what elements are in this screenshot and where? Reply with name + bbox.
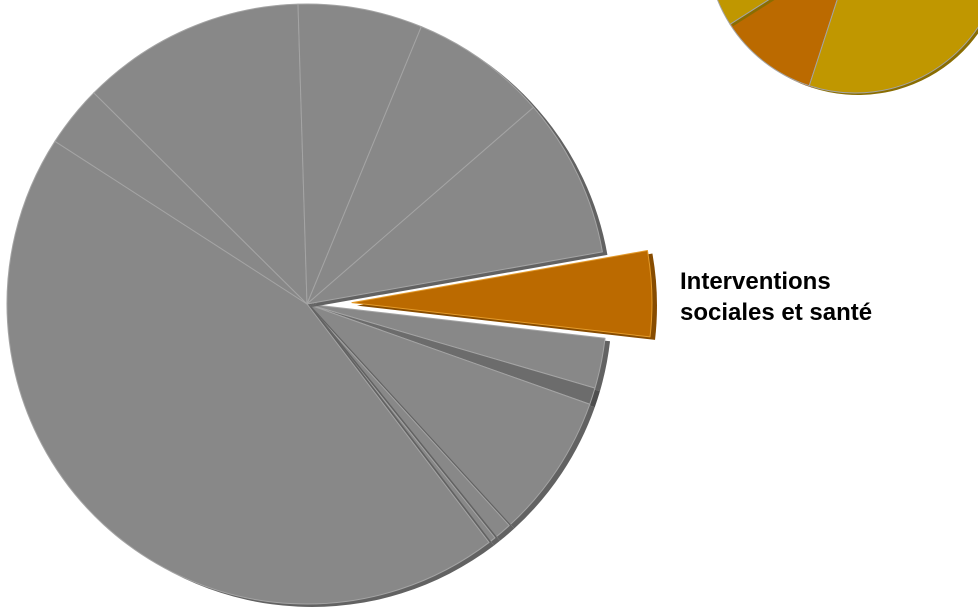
callout-line-1: Interventions <box>680 268 831 295</box>
highlighted-slice-label: Interventions sociales et santé <box>680 266 872 328</box>
pie-slice-highlighted <box>351 250 653 338</box>
pie-slice <box>306 303 591 527</box>
pie-slice <box>93 3 308 305</box>
pie-slice <box>717 0 978 94</box>
pie-slice <box>729 0 838 87</box>
secondary-pie-chart <box>717 0 978 95</box>
main-pie-chart <box>6 3 657 608</box>
pie-slice <box>6 140 490 605</box>
pie-slice <box>306 106 603 305</box>
pie-slice <box>297 3 422 305</box>
callout-line-2: sociales et santé <box>680 299 873 326</box>
pie-slice <box>306 26 535 305</box>
